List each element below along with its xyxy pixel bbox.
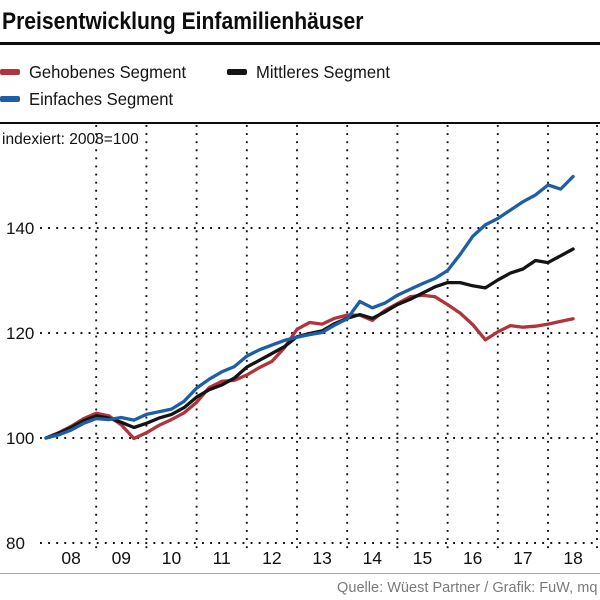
footer-rule xyxy=(0,573,600,575)
axis-annotation: indexiert: 2008=100 xyxy=(2,131,139,148)
source-credit: Quelle: Wüest Partner / Grafik: FuW, mq xyxy=(336,579,597,596)
legend-item-einfaches-segment: Einfaches Segment xyxy=(0,88,181,110)
legend-swatch-black xyxy=(227,69,247,75)
x-axis-tick-label: 15 xyxy=(413,548,432,568)
plot-top-border xyxy=(0,122,600,124)
legend-item-gehobenes-segment: Gehobenes Segment xyxy=(0,61,194,83)
y-axis-tick-label: 120 xyxy=(6,324,34,343)
series-line-einfaches-segment xyxy=(44,174,575,440)
price-chart: 80 100 120 140 08 09 10 11 12 13 14 15 16 17 18 xyxy=(6,125,598,568)
legend-swatch-blue xyxy=(0,96,20,102)
legend-swatch-red xyxy=(0,69,20,75)
legend-item-mittleres-segment: Mittleres Segment xyxy=(227,61,397,83)
series-line-mittleres-segment xyxy=(44,247,575,440)
x-axis-tick-label: 18 xyxy=(563,548,582,568)
legend-label: Einfaches Segment xyxy=(29,88,174,109)
x-axis-tick-label: 12 xyxy=(262,548,281,568)
x-axis-tick-label: 17 xyxy=(513,548,532,568)
y-axis-tick-label: 140 xyxy=(6,219,34,238)
chart-title: Preisentwicklung Einfamilienhäuser xyxy=(2,8,364,35)
x-axis-tick-label: 09 xyxy=(112,548,131,568)
x-axis-tick-label: 13 xyxy=(312,548,331,568)
x-axis-tick-label: 08 xyxy=(61,548,80,568)
x-axis-tick-label: 10 xyxy=(162,548,182,568)
chart-legend: Gehobenes Segment Mittleres Segment Einf… xyxy=(0,58,600,116)
title-rule xyxy=(0,42,600,45)
x-axis-tick-label: 16 xyxy=(463,548,482,568)
x-axis-tick-label: 14 xyxy=(363,548,383,568)
y-axis-tick-label: 80 xyxy=(6,534,25,553)
y-axis-tick-label: 100 xyxy=(6,429,34,448)
x-axis-tick-label: 11 xyxy=(213,548,231,568)
legend-label: Gehobenes Segment xyxy=(29,61,187,82)
series-line-gehobenes-segment xyxy=(44,293,575,441)
legend-label: Mittleres Segment xyxy=(256,61,390,82)
